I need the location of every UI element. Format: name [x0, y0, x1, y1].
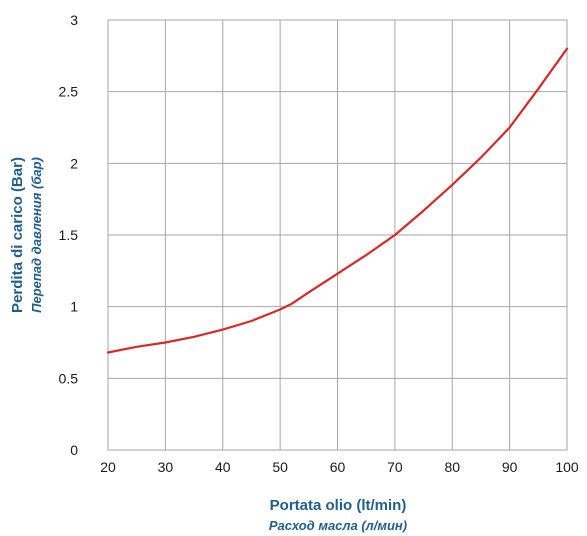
x-tick-label: 40 — [215, 459, 231, 475]
x-axis-ticks: 20 30 40 50 60 70 80 90 100 — [100, 459, 579, 475]
y-tick-label: 2 — [70, 155, 78, 171]
grid — [107, 19, 568, 451]
x-tick-label: 90 — [502, 459, 518, 475]
x-axis-title-secondary: Расход масла (л/мин) — [269, 518, 407, 533]
x-tick-label: 30 — [158, 459, 174, 475]
y-tick-label: 0 — [70, 442, 78, 458]
y-tick-label: 3 — [70, 12, 78, 28]
y-tick-label: 1.5 — [59, 227, 79, 243]
y-axis-title: Perdita di carico (Bar) — [9, 157, 26, 313]
x-tick-label: 50 — [272, 459, 288, 475]
x-tick-label: 60 — [330, 459, 346, 475]
y-tick-label: 2.5 — [59, 84, 79, 100]
x-tick-label: 100 — [555, 459, 579, 475]
y-axis-ticks: 0 0.5 1 1.5 2 2.5 3 — [59, 12, 79, 458]
x-axis-title: Portata olio (lt/min) — [270, 497, 407, 514]
y-axis-title-secondary: Перепад давления (бар) — [29, 157, 44, 313]
series-line — [106, 47, 569, 354]
x-tick-label: 20 — [100, 459, 116, 475]
x-tick-label: 80 — [444, 459, 460, 475]
y-tick-label: 1 — [70, 299, 78, 315]
x-tick-label: 70 — [387, 459, 403, 475]
y-tick-label: 0.5 — [59, 370, 79, 386]
series-layer — [106, 47, 569, 354]
plot-frame — [107, 19, 568, 451]
